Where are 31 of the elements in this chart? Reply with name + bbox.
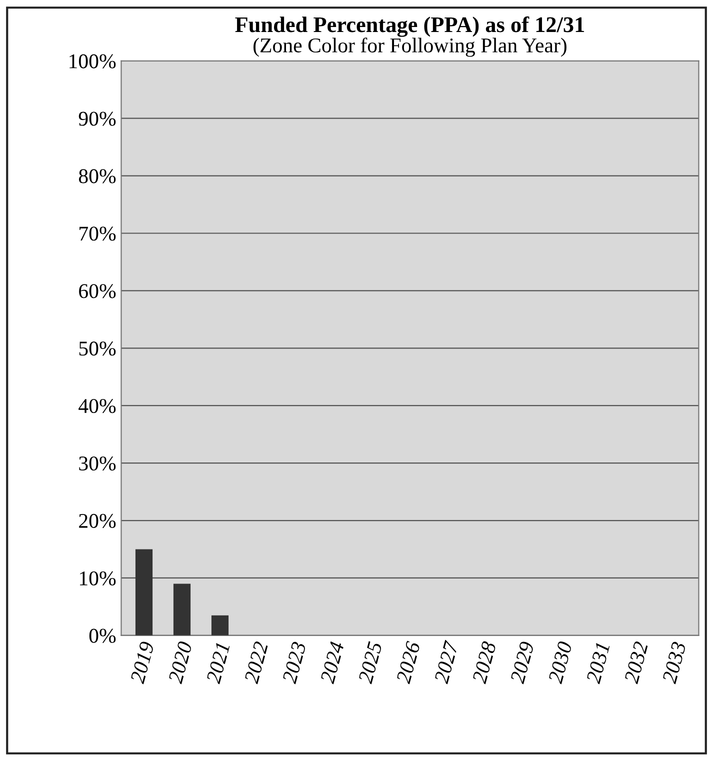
x-tick-label: 2021 (206, 642, 230, 684)
y-tick-label: 70% (80, 226, 116, 241)
y-tick-label: 30% (79, 456, 116, 471)
bar (211, 615, 229, 636)
x-tick-label: 2029 (510, 640, 534, 684)
x-tick-label: 2022 (244, 640, 268, 684)
y-tick-label: 90% (78, 112, 116, 126)
y-tick-label: 80% (78, 169, 116, 184)
x-tick-label: 2031 (586, 642, 610, 684)
y-tick-label: 0% (89, 628, 116, 643)
x-tick-label: 2020 (168, 640, 192, 684)
x-tick-label: 2024 (320, 640, 344, 684)
chart-subtitle: (Zone Color for Following Plan Year) (254, 38, 566, 57)
bar (135, 549, 153, 636)
x-tick-label: 2025 (358, 641, 382, 684)
y-tick-label: 100% (70, 54, 116, 68)
y-tick-label: 10% (80, 571, 116, 586)
x-tick-label: 2026 (396, 640, 420, 684)
x-tick-label: 2027 (434, 640, 459, 684)
x-tick-label: 2033 (662, 641, 686, 684)
y-tick-label: 60% (79, 284, 116, 298)
x-tick-label: 2032 (624, 640, 648, 684)
bar (173, 584, 191, 636)
chart-title: Funded Percentage (PPA) as of 12/31 (235, 16, 584, 37)
x-tick-label: 2030 (548, 640, 572, 684)
x-tick-label: 2028 (472, 640, 496, 684)
y-tick-label: 40% (78, 398, 116, 414)
y-tick-label: 50% (79, 342, 116, 356)
x-tick-label: 2023 (282, 641, 306, 684)
x-tick-label: 2019 (130, 640, 154, 684)
y-tick-label: 20% (79, 514, 116, 528)
